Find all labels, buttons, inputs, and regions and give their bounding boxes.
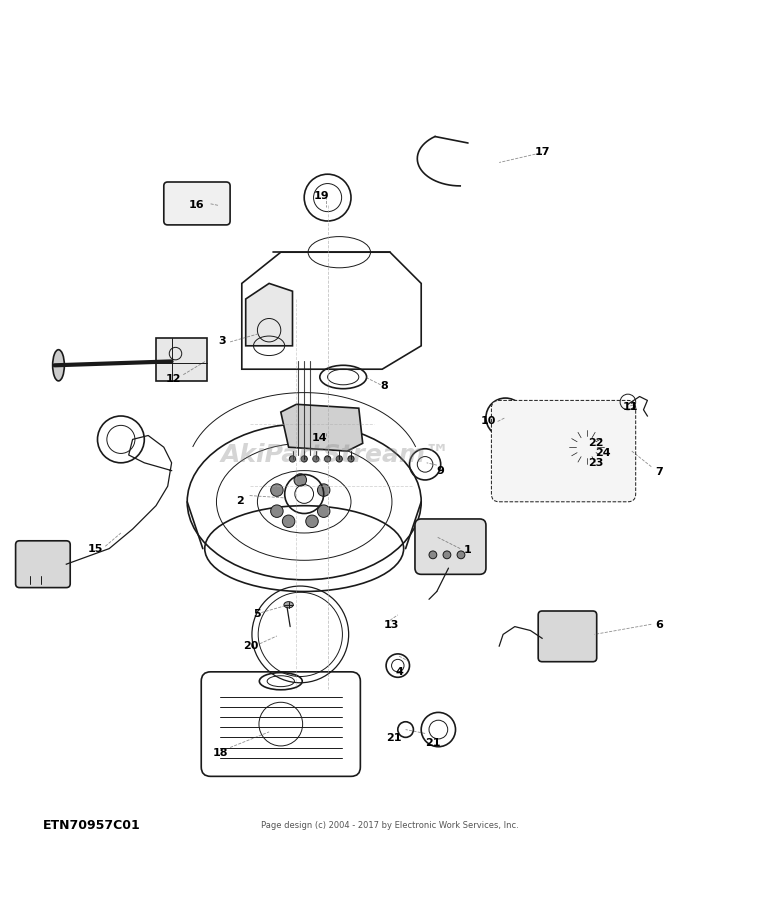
Polygon shape bbox=[246, 283, 292, 346]
Circle shape bbox=[317, 484, 330, 496]
Ellipse shape bbox=[284, 602, 293, 608]
FancyBboxPatch shape bbox=[538, 611, 597, 662]
Text: 17: 17 bbox=[534, 147, 550, 157]
Text: 19: 19 bbox=[314, 191, 329, 201]
Text: 16: 16 bbox=[189, 200, 204, 210]
Text: ETN70957C01: ETN70957C01 bbox=[43, 819, 140, 832]
Text: 21: 21 bbox=[386, 733, 402, 743]
Circle shape bbox=[348, 456, 354, 462]
Circle shape bbox=[457, 551, 465, 559]
Text: 11: 11 bbox=[622, 401, 638, 411]
FancyBboxPatch shape bbox=[16, 541, 70, 588]
Text: 3: 3 bbox=[218, 336, 226, 346]
Text: 14: 14 bbox=[312, 433, 328, 443]
FancyBboxPatch shape bbox=[415, 519, 486, 574]
Circle shape bbox=[289, 456, 296, 462]
Text: 22: 22 bbox=[588, 438, 604, 448]
Circle shape bbox=[336, 456, 342, 462]
Circle shape bbox=[313, 456, 319, 462]
Text: 23: 23 bbox=[588, 458, 604, 468]
Text: 1: 1 bbox=[464, 545, 472, 555]
Text: 15: 15 bbox=[87, 543, 103, 553]
FancyBboxPatch shape bbox=[164, 182, 230, 225]
Circle shape bbox=[306, 515, 318, 528]
Text: 21: 21 bbox=[425, 738, 441, 748]
Text: Page design (c) 2004 - 2017 by Electronic Work Services, Inc.: Page design (c) 2004 - 2017 by Electroni… bbox=[261, 821, 519, 830]
Bar bbox=[156, 338, 207, 381]
Circle shape bbox=[429, 551, 437, 559]
Circle shape bbox=[324, 456, 331, 462]
Circle shape bbox=[282, 515, 295, 528]
Circle shape bbox=[443, 551, 451, 559]
Text: 18: 18 bbox=[212, 748, 228, 758]
Polygon shape bbox=[281, 404, 363, 451]
Text: 13: 13 bbox=[384, 620, 399, 630]
Text: 7: 7 bbox=[655, 467, 663, 477]
Text: 12: 12 bbox=[165, 374, 181, 383]
Ellipse shape bbox=[53, 349, 64, 381]
FancyBboxPatch shape bbox=[491, 400, 636, 501]
Text: AkiPartStream™: AkiPartStream™ bbox=[221, 443, 450, 467]
Text: 6: 6 bbox=[655, 620, 663, 630]
Circle shape bbox=[271, 484, 283, 496]
Text: 4: 4 bbox=[395, 667, 403, 677]
FancyBboxPatch shape bbox=[201, 672, 360, 776]
Circle shape bbox=[294, 474, 307, 486]
Text: 8: 8 bbox=[381, 381, 388, 391]
Circle shape bbox=[317, 505, 330, 518]
Text: 20: 20 bbox=[243, 642, 259, 651]
Text: 5: 5 bbox=[254, 609, 261, 619]
Circle shape bbox=[271, 505, 283, 518]
Polygon shape bbox=[242, 252, 421, 369]
Text: 2: 2 bbox=[236, 496, 244, 506]
Text: 9: 9 bbox=[437, 466, 445, 476]
Circle shape bbox=[301, 456, 307, 462]
Text: 24: 24 bbox=[595, 448, 611, 458]
Text: 10: 10 bbox=[480, 416, 496, 426]
